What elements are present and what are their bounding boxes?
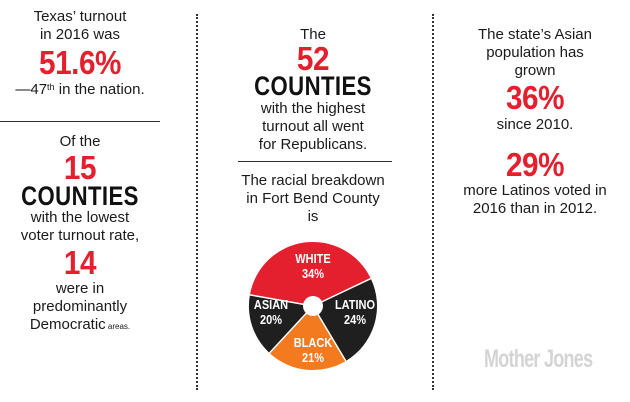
latino-desc-line1: more Latinos voted in	[463, 182, 607, 199]
turnout-intro-line2: in 2016 was	[39, 26, 121, 43]
top-count: 52	[296, 40, 330, 77]
top-intro: The	[300, 26, 326, 43]
top-desc-line1: with the highest	[260, 100, 366, 117]
asian-intro-line3: grown	[514, 62, 556, 79]
lowest-desc-line2: voter turnout rate,	[20, 227, 140, 244]
asian-since: since 2010.	[496, 116, 574, 133]
top-desc-line3: for Republicans.	[258, 136, 368, 153]
breakdown-title-line2: in Fort Bend County	[246, 190, 380, 207]
asian-growth-value: 36%	[505, 79, 565, 116]
column-demographics: The state’s Asian population has grown 3…	[440, 0, 630, 402]
lowest-desc-line1: with the lowest	[30, 209, 130, 226]
pie-label-asian: ASIAN 20%	[253, 298, 289, 327]
dem-desc-line1: were in	[55, 280, 105, 297]
turnout-intro-line1: Texas’ turnout	[33, 8, 127, 25]
latino-increase-value: 29%	[505, 146, 565, 183]
pie-label-latino: LATINO 24%	[334, 298, 376, 327]
breakdown-title-line1: The racial breakdown	[241, 172, 385, 189]
pie-slice-black	[269, 306, 346, 371]
column-counties-race: The 52 COUNTIES with the highest turnout…	[196, 0, 430, 402]
breakdown-title-line3: is	[307, 208, 319, 225]
column-turnout: Texas’ turnout in 2016 was 51.6% —47th i…	[0, 0, 160, 402]
top-desc-line2: turnout all went	[262, 118, 364, 135]
lowest-count: 15	[63, 149, 97, 186]
asian-intro-line1: The state’s Asian	[478, 26, 592, 43]
pie-slice-asian	[248, 294, 313, 353]
pie-label-black: BLACK 21%	[293, 336, 333, 365]
lowest-intro: Of the	[59, 133, 101, 150]
latino-desc-line2: 2016 than in 2012.	[472, 200, 598, 217]
race-pie-svg	[248, 241, 377, 371]
column-divider-right	[432, 14, 434, 390]
dem-desc-line3: Democratic areas.	[29, 316, 131, 333]
race-pie-chart: WHITE 34% LATINO 24% BLACK 21% ASIAN 20%	[243, 236, 383, 376]
divider-col2	[238, 161, 392, 162]
dem-desc-line2: predominantly	[32, 298, 128, 315]
democratic-count: 14	[63, 244, 97, 281]
asian-intro-line2: population has	[486, 44, 584, 61]
turnout-value: 51.6%	[39, 44, 121, 81]
mother-jones-logo: Mother Jones	[484, 345, 593, 373]
turnout-rank: —47th in the nation.	[15, 81, 145, 98]
pie-center-hole	[303, 296, 323, 316]
column-divider-left	[196, 14, 198, 390]
top-counties-label: COUNTIES	[254, 71, 372, 101]
divider-col1	[0, 121, 160, 122]
lowest-counties-label: COUNTIES	[21, 181, 139, 211]
pie-label-white: WHITE 34%	[295, 252, 331, 281]
pie-slice-white	[249, 241, 371, 306]
